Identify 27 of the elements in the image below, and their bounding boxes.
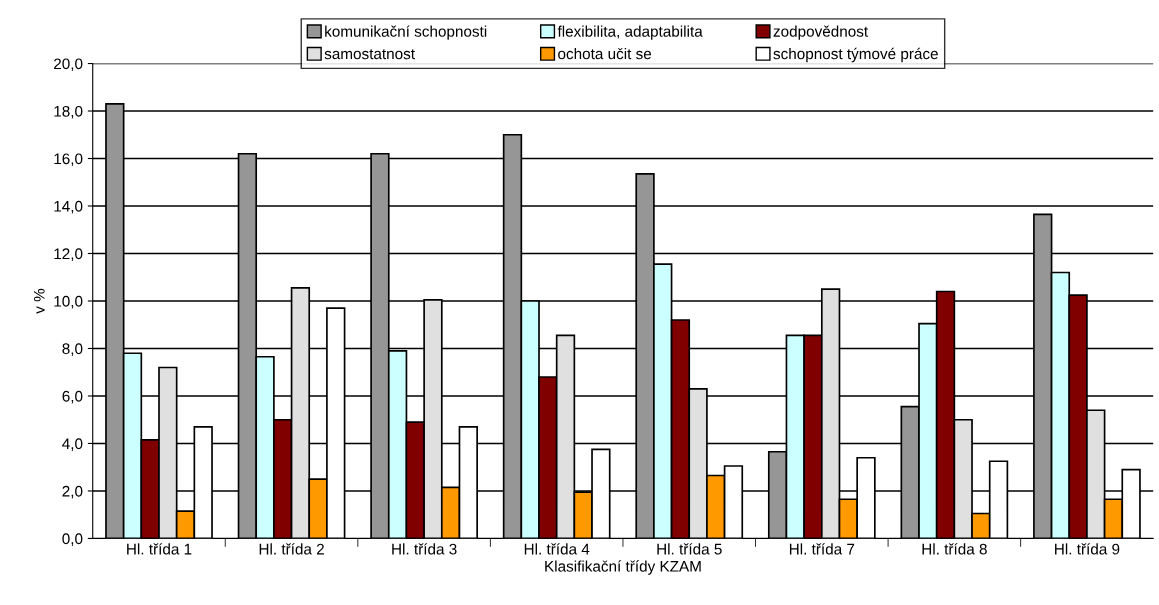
y-tick-label: 18,0 <box>54 105 83 119</box>
y-tick-label: 16,0 <box>54 153 83 166</box>
y-tick-label: 14,0 <box>54 200 83 214</box>
y-tick-label: 12,0 <box>54 248 83 261</box>
x-tick-label: Hl. třída 9 <box>1055 543 1120 555</box>
x-axis-title: Klasifikační třídy KZAM <box>545 560 701 575</box>
y-tick-label: 0,0 <box>62 533 83 546</box>
legend-label: zodpovědnost <box>773 25 868 40</box>
x-tick-label: Hl. třída 4 <box>524 543 590 555</box>
legend-label: komunikační schopnosti <box>325 25 487 40</box>
y-axis-title: v % <box>33 288 45 314</box>
x-tick-label: Hl. třída 7 <box>789 543 855 555</box>
legend-label: samostatnost <box>324 49 415 60</box>
x-tick-label: Hl. třída 5 <box>657 543 722 555</box>
y-tick-label: 6,0 <box>62 390 83 404</box>
x-tick-label: Hl. třída 1 <box>127 543 192 555</box>
y-tick-label: 20,0 <box>54 58 83 72</box>
y-tick-label: 8,0 <box>62 343 83 356</box>
y-tick-label: 10,0 <box>54 295 83 309</box>
legend-label: ochota učit se <box>558 47 652 60</box>
y-tick-label: 2,0 <box>62 485 83 499</box>
legend-label: schopnost týmové práce <box>773 47 938 63</box>
x-tick-label: Hl. třída 3 <box>392 543 457 555</box>
y-tick-label: 4,0 <box>62 438 83 451</box>
x-tick-label: Hl. třída 2 <box>259 543 324 555</box>
legend-label: flexibilita, adaptabilita <box>557 25 703 40</box>
x-tick-label: Hl. třída 8 <box>922 543 987 555</box>
